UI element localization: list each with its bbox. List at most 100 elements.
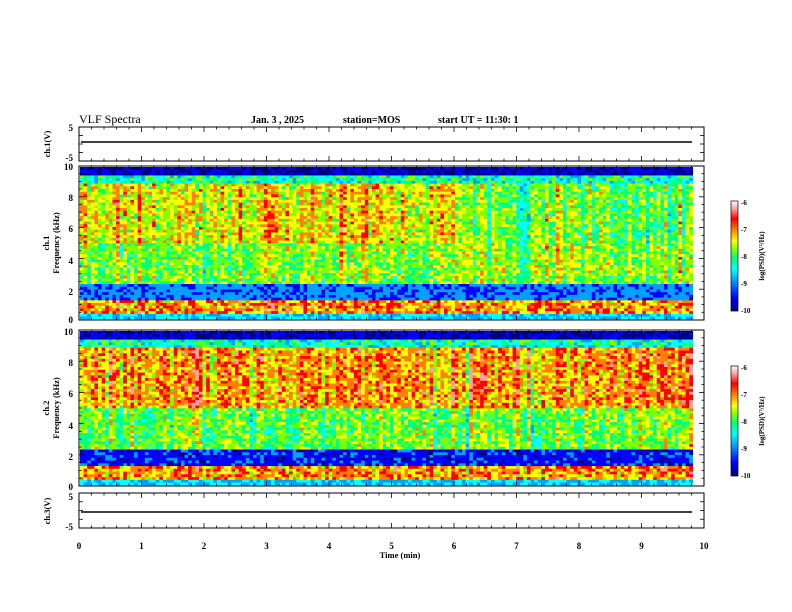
spectrogram-cell	[83, 248, 88, 252]
spectrogram-cell	[184, 245, 189, 249]
spectrogram-cell	[87, 213, 92, 217]
spectrogram-cell	[80, 316, 84, 320]
spectrogram-cell	[278, 270, 283, 274]
spectrogram-cell	[364, 281, 369, 285]
spectrogram-cell	[195, 308, 200, 312]
spectrogram-cell	[126, 291, 131, 295]
spectrogram-cell	[267, 205, 272, 209]
spectrogram-cell	[98, 297, 102, 301]
spectrogram-cell	[80, 237, 84, 241]
spectrogram-cell	[152, 300, 156, 304]
spectrogram-cell	[224, 262, 229, 266]
spectrogram-cell	[361, 213, 366, 217]
spectrogram-cell	[310, 264, 315, 268]
spectrogram-cell	[263, 251, 268, 255]
spectrogram-cell	[112, 243, 117, 247]
spectrogram-cell	[389, 172, 394, 176]
spectrogram-cell	[357, 291, 362, 295]
spectrogram-cell	[170, 224, 175, 228]
spectrogram-cell	[245, 232, 250, 236]
spectrogram-cell	[159, 275, 164, 279]
spectrogram-cell	[249, 183, 254, 187]
spectrogram-cell	[281, 167, 286, 171]
spectrogram-cell	[209, 186, 214, 190]
spectrogram-cell	[328, 316, 333, 320]
spectrogram-cell	[234, 291, 239, 295]
spectrogram-cell	[198, 243, 203, 247]
spectrogram-cell	[83, 272, 88, 276]
spectrogram-cell	[198, 224, 203, 228]
spectrogram-cell	[123, 188, 128, 192]
spectrogram-cell	[126, 270, 131, 274]
spectrogram-cell	[375, 224, 380, 228]
spectrogram-cell	[357, 221, 362, 225]
spectrogram-cell	[289, 199, 293, 203]
spectrogram-cell	[123, 207, 128, 211]
spectrogram-cell	[332, 305, 337, 309]
spectrogram-cell	[307, 313, 311, 317]
spectrogram-cell	[112, 313, 117, 317]
spectrogram-cell	[220, 207, 225, 211]
spectrogram-cell	[213, 177, 218, 181]
spectrogram-cell	[177, 275, 182, 279]
spectrogram-cell	[155, 297, 160, 301]
spectrogram-cell	[112, 237, 117, 241]
spectrogram-cell	[314, 243, 319, 247]
spectrogram-cell	[393, 207, 398, 211]
spectrogram-cell	[159, 243, 164, 247]
spectrogram-cell	[281, 183, 286, 187]
spectrogram-cell	[332, 221, 337, 225]
spectrogram-cell	[278, 183, 283, 187]
spectrogram-cell	[134, 283, 138, 287]
spectrogram-cell	[299, 237, 304, 241]
spectrogram-cell	[317, 232, 322, 236]
spectrogram-cell	[134, 172, 138, 176]
spectrogram-cell	[83, 281, 88, 285]
spectrogram-cell	[343, 316, 348, 320]
spectrogram-cell	[353, 205, 358, 209]
spectrogram-cell	[263, 283, 268, 287]
spectrogram-cell	[90, 234, 95, 238]
spectrogram-cell	[90, 218, 95, 222]
spectrogram-cell	[332, 262, 337, 266]
spectrogram-cell	[184, 278, 189, 282]
spectrogram-cell	[253, 169, 257, 173]
spectrogram-cell	[263, 289, 268, 293]
spectrogram-cell	[188, 297, 193, 301]
spectrogram-cell	[90, 180, 95, 184]
spectrogram-cell	[260, 221, 265, 225]
spectrogram-cell	[397, 229, 402, 233]
spectrogram-cell	[224, 286, 229, 290]
spectrogram-cell	[184, 291, 189, 295]
spectrogram-cell	[368, 248, 373, 252]
spectrogram-cell	[144, 169, 149, 173]
spectrogram-cell	[368, 210, 373, 214]
spectrogram-cell	[292, 256, 297, 260]
spectrogram-cell	[119, 272, 124, 276]
spectrogram-cell	[198, 259, 203, 263]
spectrogram-cell	[393, 305, 398, 309]
spectrogram-cell	[350, 177, 355, 181]
spectrogram-cell	[188, 245, 193, 249]
spectrogram-cell	[397, 191, 402, 195]
spectrogram-cell	[256, 300, 261, 304]
spectrogram-cell	[83, 199, 88, 203]
spectrogram-cell	[350, 305, 355, 309]
spectrogram-cell	[87, 243, 92, 247]
spectrogram-cell	[303, 169, 308, 173]
spectrogram-cell	[170, 313, 175, 317]
spectrogram-cell	[339, 313, 344, 317]
spectrogram-cell	[263, 188, 268, 192]
spectrogram-cell	[371, 237, 376, 241]
spectrogram-cell	[202, 199, 207, 203]
spectrogram-cell	[209, 224, 214, 228]
spectrogram-cell	[195, 248, 200, 252]
spectrogram-cell	[112, 294, 117, 298]
spectrogram-cell	[271, 213, 275, 217]
spectrogram-cell	[209, 167, 214, 171]
spectrogram-cell	[216, 310, 221, 314]
spectrogram-cell	[325, 243, 330, 247]
spectrogram-cell	[389, 245, 394, 249]
spectrogram-cell	[263, 229, 268, 233]
spectrogram-cell	[202, 283, 207, 287]
